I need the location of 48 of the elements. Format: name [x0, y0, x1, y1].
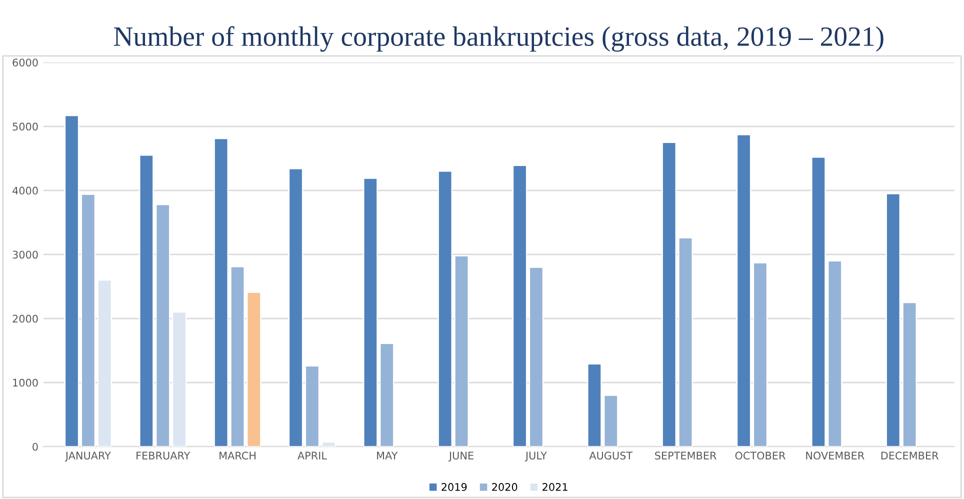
- y-tick-label: 0: [32, 442, 38, 451]
- bar: [604, 394, 618, 447]
- bar: [828, 260, 842, 447]
- x-tick-label: NOVEMBER: [806, 452, 864, 460]
- y-tick-label: 2000: [12, 314, 38, 323]
- x-tick-label: MAY: [377, 452, 398, 460]
- legend-label: 2021: [542, 483, 568, 491]
- y-tick-label: 4000: [12, 186, 38, 195]
- bar: [380, 342, 394, 447]
- chart-title: Number of monthly corporate bankruptcies (gross data, 2019 – 2021): [114, 26, 884, 52]
- bar: [454, 255, 469, 447]
- legend-label: 2019: [442, 483, 467, 491]
- x-tick-label: SEPTEMBER: [655, 452, 716, 460]
- bar: [811, 156, 826, 447]
- x-tick-label: AUGUST: [589, 452, 633, 460]
- bar: [304, 365, 320, 447]
- bar: [363, 178, 378, 447]
- bar: [80, 194, 96, 447]
- bar: [752, 262, 768, 447]
- y-tick-label: 1000: [13, 378, 38, 387]
- x-tick-label: DECEMBER: [881, 452, 938, 460]
- bar: [139, 154, 154, 447]
- bar: [172, 312, 187, 447]
- y-tick-label: 6000: [12, 58, 38, 66]
- bar: [64, 114, 80, 447]
- bar: [902, 302, 917, 447]
- bar: [678, 237, 693, 447]
- bar: [288, 168, 304, 447]
- bar: [97, 280, 112, 447]
- bar: [512, 164, 528, 447]
- bar: [587, 363, 602, 447]
- x-tick-label: JUNE: [448, 452, 474, 462]
- x-tick-label: APRIL: [298, 452, 327, 460]
- bar: [886, 193, 900, 447]
- x-tick-label: OCTOBER: [735, 452, 786, 460]
- bar: [321, 442, 336, 447]
- bar: [528, 266, 544, 447]
- x-tick-label: FEBRUARY: [136, 452, 190, 460]
- legend-label: 2020: [492, 483, 518, 491]
- bar: [438, 170, 452, 447]
- bar: [156, 204, 170, 447]
- y-tick-label: 3000: [12, 250, 38, 259]
- bar: [662, 142, 676, 447]
- x-tick-label: JULY: [524, 452, 547, 462]
- bar: [736, 134, 752, 447]
- y-tick-label: 5000: [12, 122, 38, 131]
- x-tick-label: JANUARY: [64, 452, 111, 462]
- x-tick-label: MARCH: [220, 452, 256, 460]
